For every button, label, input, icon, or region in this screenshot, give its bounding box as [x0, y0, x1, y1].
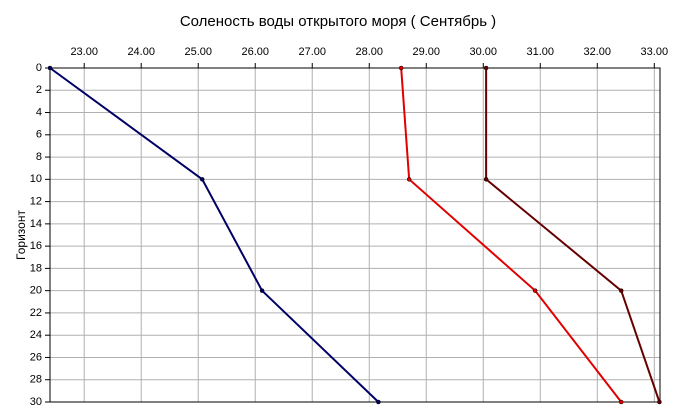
y-tick-label: 0 [36, 62, 42, 74]
data-point [376, 399, 381, 405]
x-tick-label: 27.00 [298, 46, 326, 58]
x-tick-label: 23.00 [70, 46, 98, 58]
data-point [483, 177, 489, 182]
data-point [406, 177, 412, 182]
y-tick-label: 24 [30, 329, 42, 341]
data-point [618, 399, 624, 405]
y-tick-label: 16 [30, 240, 42, 252]
data-point [398, 65, 404, 71]
x-tick-label: 28.00 [355, 46, 383, 58]
x-tick-label: 33.00 [641, 46, 669, 58]
data-point [199, 177, 205, 182]
y-tick-label: 22 [30, 307, 42, 319]
data-point [47, 65, 53, 71]
y-tick-label: 10 [30, 173, 42, 185]
data-point [483, 65, 489, 71]
y-tick-label: 2 [36, 84, 42, 96]
y-axis-label: Горизонт [14, 210, 28, 260]
y-tick-label: 26 [30, 351, 42, 363]
y-tick-label: 4 [36, 106, 42, 118]
plot-frame [49, 67, 661, 403]
y-tick-label: 8 [36, 151, 42, 163]
x-tick-label: 24.00 [127, 46, 155, 58]
x-tick-label: 30.00 [470, 46, 498, 58]
y-tick-label: 18 [30, 262, 42, 274]
x-tick-label: 26.00 [241, 46, 269, 58]
x-tick-label: 32.00 [584, 46, 612, 58]
data-point [259, 288, 265, 293]
series-line [400, 67, 623, 403]
x-tick-label: 31.00 [527, 46, 555, 58]
series-line [485, 68, 661, 403]
chart-title: Соленость воды открытого моря ( Сентябрь… [180, 13, 496, 30]
y-tick-label: 12 [30, 196, 42, 208]
y-tick-label: 30 [30, 396, 42, 408]
y-tick-label: 28 [30, 374, 42, 386]
x-tick-label: 25.00 [184, 46, 212, 58]
data-point [657, 399, 662, 405]
y-tick-label: 14 [30, 218, 42, 230]
x-tick-label: 29.00 [412, 46, 440, 58]
data-point [618, 288, 624, 293]
series-line [49, 67, 380, 403]
data-point [532, 288, 538, 293]
y-tick-label: 6 [36, 129, 42, 141]
y-tick-label: 20 [30, 285, 42, 297]
